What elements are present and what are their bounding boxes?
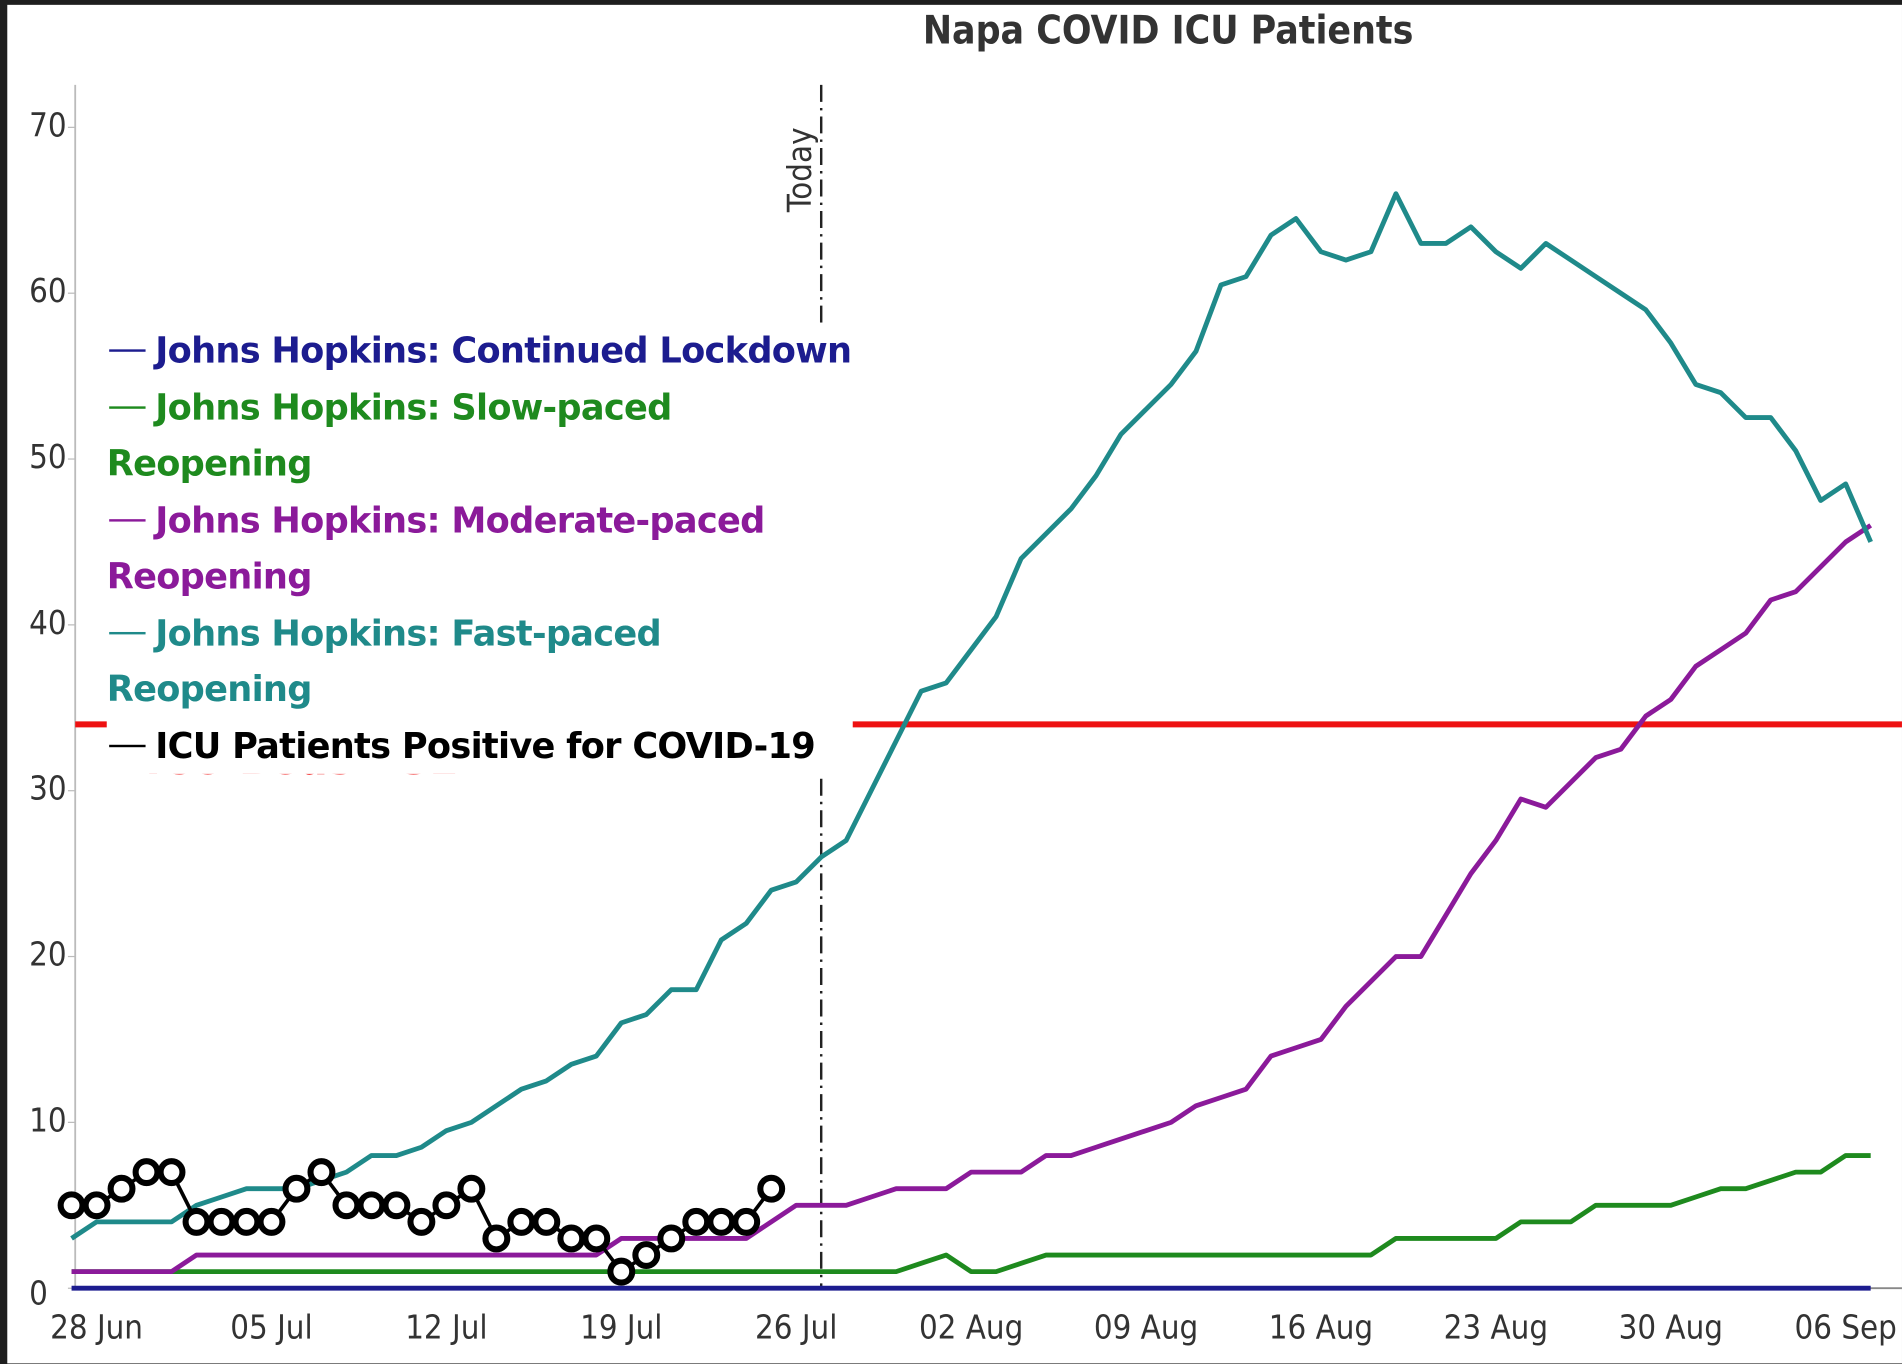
x-tick-label: 26 Jul [755,1308,837,1346]
x-tick-label: 30 Aug [1619,1308,1723,1346]
data-point [557,1224,586,1253]
chart-title: Napa COVID ICU Patients [923,8,1414,53]
x-tick-label: 09 Aug [1094,1308,1198,1346]
data-point [732,1207,761,1236]
data-point [707,1207,736,1236]
data-point [82,1191,111,1220]
series-line [70,191,1873,1241]
data-point [57,1191,86,1220]
y-tick-label: 40 [29,604,66,642]
data-point [482,1224,511,1253]
data-point [657,1224,686,1253]
legend-entry: ICU Patients Positive for COVID-19 [107,717,853,773]
data-point [182,1207,211,1236]
data-point [607,1257,636,1286]
data-point [407,1207,436,1236]
legend-entry: Johns Hopkins: Moderate-paced Reopening [107,492,853,605]
legend-entry: Johns Hopkins: Fast-paced Reopening [107,605,853,718]
legend-swatch [109,405,146,409]
y-tick-label: 10 [29,1101,66,1139]
legend-label: Johns Hopkins: Fast-paced Reopening [106,611,662,710]
legend-label: ICU Patients Positive for COVID-19 [155,724,816,767]
legend-swatch [109,744,146,747]
legend-entry: Johns Hopkins: Continued Lockdown [107,323,853,379]
legend-label: Johns Hopkins: Moderate-paced Reopening [106,499,766,597]
x-tick-label: 23 Aug [1444,1308,1548,1346]
data-point [282,1174,311,1203]
data-point [757,1174,786,1203]
data-point [257,1207,286,1236]
legend-entry: Johns Hopkins: Slow-paced Reopening [107,379,853,492]
data-point [107,1174,136,1203]
data-point [132,1158,161,1187]
y-tick-label: 0 [29,1274,48,1312]
series-line [71,523,1873,1275]
data-point [582,1224,611,1253]
x-tick-label: 28 Jun [50,1308,143,1346]
data-point [457,1174,486,1203]
data-point [382,1191,411,1220]
data-point [332,1191,361,1220]
y-tick-label: 50 [29,438,66,476]
y-tick-label: 70 [29,106,66,144]
x-tick-label: 16 Aug [1269,1308,1373,1346]
data-point [307,1158,336,1187]
y-tick-label: 20 [29,936,66,974]
data-point [632,1241,661,1269]
x-tick-label: 19 Jul [580,1308,662,1346]
data-point [357,1191,386,1220]
legend-swatch [109,631,146,634]
data-point [232,1207,261,1236]
data-point [207,1207,236,1236]
x-tick-label: 06 Sep [1794,1308,1896,1346]
x-tick-label: 12 Jul [405,1308,487,1346]
data-point [682,1207,711,1236]
legend-swatch [109,349,146,352]
x-tick-label: 05 Jul [230,1308,312,1346]
data-point [432,1191,461,1220]
legend-swatch [109,518,146,521]
y-tick-label: 30 [29,770,66,808]
legend: Johns Hopkins: Continued Lockdown Johns H… [106,322,853,774]
legend-label: Johns Hopkins: Continued Lockdown [155,329,852,372]
data-point [507,1207,536,1236]
data-point [157,1158,186,1187]
legend-label: Johns Hopkins: Slow-paced Reopening [106,386,673,484]
x-tick-label: 02 Aug [919,1308,1023,1346]
today-label: Today [781,127,819,213]
series-line [71,1153,1871,1275]
y-tick-label: 60 [29,272,66,310]
data-point [532,1207,561,1236]
